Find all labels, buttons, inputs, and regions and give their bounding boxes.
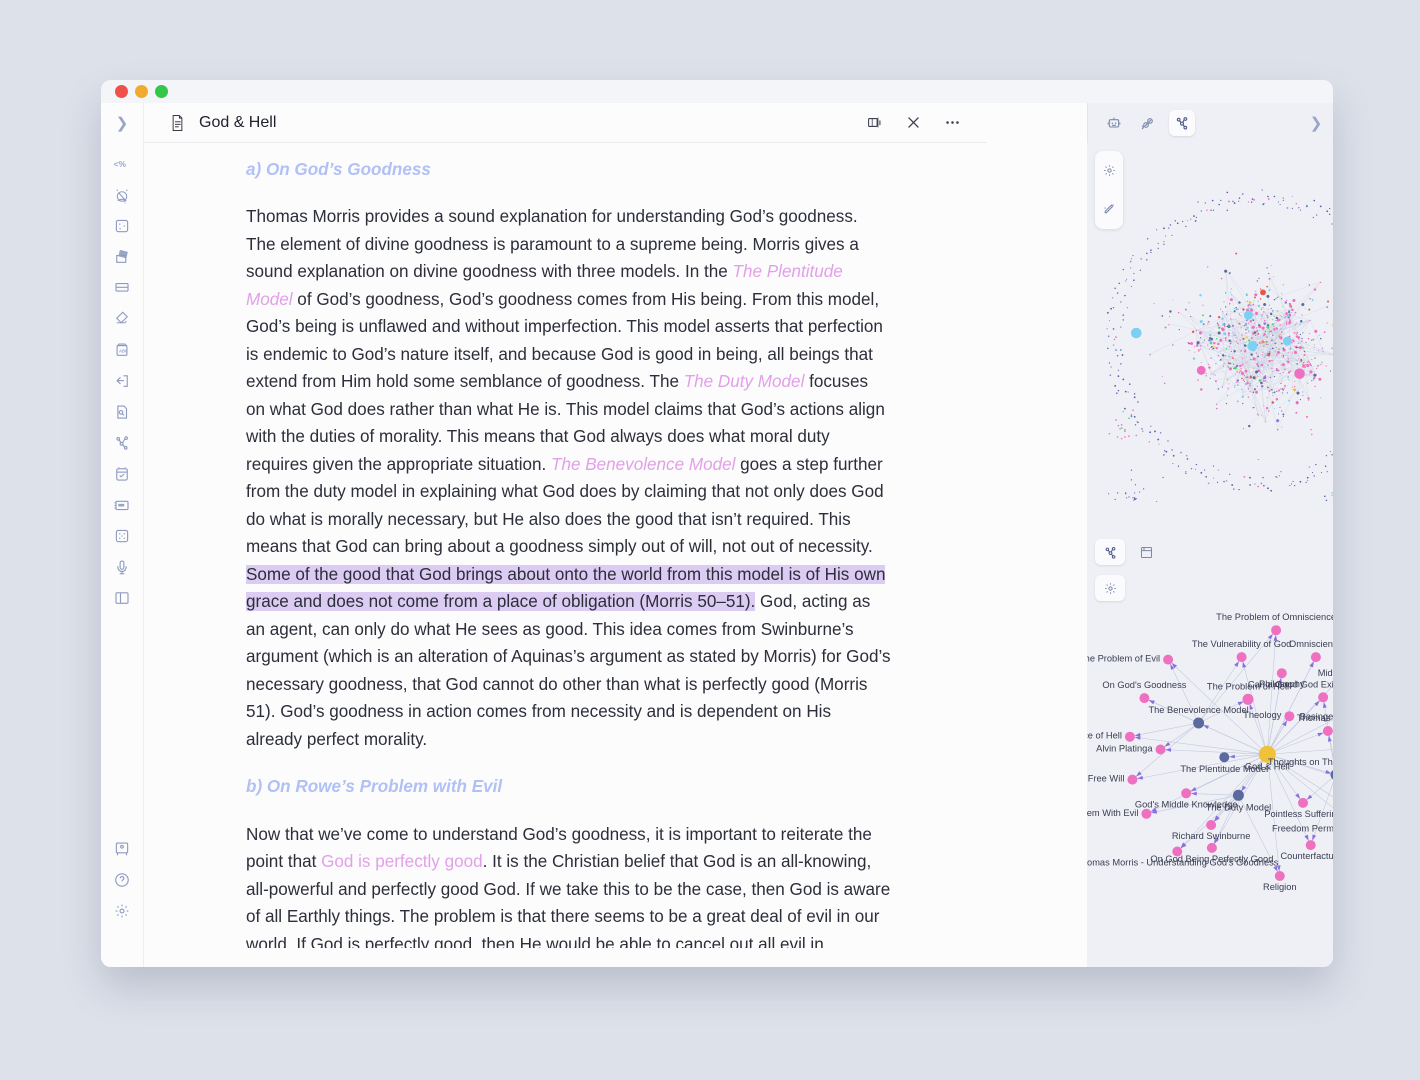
- svg-text:Rowe's Problem With Evil: Rowe's Problem With Evil: [1087, 808, 1138, 818]
- svg-text:On God Being Perfectly Good: On God Being Perfectly Good: [1150, 854, 1273, 864]
- svg-text:Alvin Platinga: Alvin Platinga: [1096, 744, 1153, 754]
- svg-text:God's Middle Knowledge: God's Middle Knowledge: [1135, 799, 1238, 809]
- svg-text:The Plentitude Model: The Plentitude Model: [1180, 764, 1268, 774]
- svg-text:The Problem of Omniscience: The Problem of Omniscience: [1216, 612, 1333, 622]
- svg-text:ABC: ABC: [119, 348, 128, 353]
- svg-text:Middle Knowledge: Middle Knowledge: [1318, 668, 1333, 678]
- svg-text:Richard Swinburne: Richard Swinburne: [1172, 831, 1251, 841]
- svg-text:On God's Goodness: On God's Goodness: [1102, 680, 1186, 690]
- svg-text:Freedom Permitting Circumstanc: Freedom Permitting Circumstances: [1272, 823, 1333, 833]
- svg-text:The Existence of Hell: The Existence of Hell: [1087, 731, 1122, 741]
- svg-text:The Benevolence Model: The Benevolence Model: [1148, 705, 1248, 715]
- svg-text:The Problem of Evil: The Problem of Evil: [1087, 654, 1160, 664]
- svg-text:The Vulnerability of God: The Vulnerability of God: [1192, 639, 1291, 649]
- svg-text:r: r: [124, 199, 126, 204]
- svg-text:Thomas Morris: Thomas Morris: [1297, 713, 1333, 723]
- svg-text:Omniscience: Omniscience: [1289, 639, 1333, 649]
- svg-text:Free Will: Free Will: [1088, 774, 1125, 784]
- svg-text:Theology: Theology: [1243, 710, 1282, 720]
- svg-text:Pointless Suffering: Pointless Suffering: [1264, 809, 1333, 819]
- svg-text:The Problem of Hell: The Problem of Hell: [1207, 681, 1289, 691]
- svg-text:<%: <%: [114, 160, 127, 169]
- svg-text:Thoughts on The Problem of Hel: Thoughts on The Problem of Hell: [1268, 757, 1333, 767]
- svg-text:Religion: Religion: [1263, 882, 1297, 892]
- svg-text:Counterfactual: Counterfactual: [1280, 851, 1333, 861]
